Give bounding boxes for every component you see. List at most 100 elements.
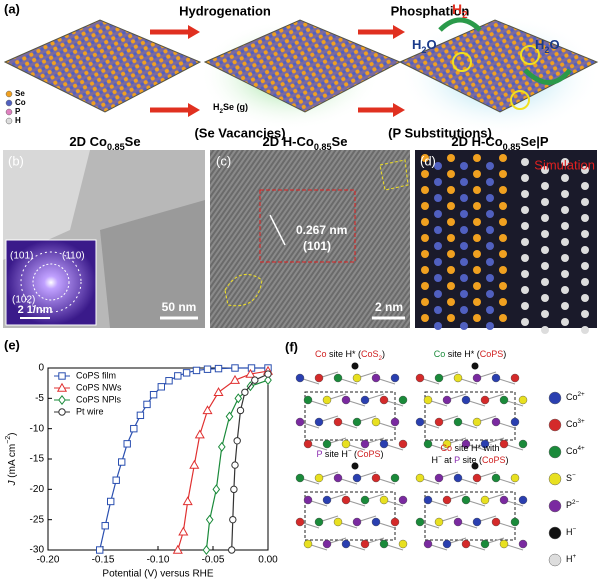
y-axis-label: J (mA cm−2) xyxy=(5,433,17,487)
sim-dot xyxy=(581,294,589,302)
panel-label: (e) xyxy=(4,337,20,352)
atom xyxy=(295,417,305,427)
atom xyxy=(486,322,494,330)
unit-cell xyxy=(304,391,396,441)
text-run: P xyxy=(566,500,572,510)
point xyxy=(165,377,173,385)
atom xyxy=(333,517,343,527)
atom-grid xyxy=(421,154,589,334)
point xyxy=(194,429,205,439)
x-tick-label: 0.00 xyxy=(258,555,278,566)
atom xyxy=(480,439,490,449)
slab-caption: 2D Co0.85Se xyxy=(69,134,140,152)
atom xyxy=(434,194,442,202)
sim-dot xyxy=(521,318,529,326)
text-run: site H* ( xyxy=(445,349,480,359)
legend-label: Co4+ xyxy=(566,445,585,456)
legend-label: P xyxy=(15,107,21,116)
sim-dot xyxy=(581,310,589,318)
point xyxy=(202,405,213,415)
legend-marker xyxy=(5,108,13,116)
atom xyxy=(486,178,494,186)
atom xyxy=(415,473,425,483)
text-run: H xyxy=(566,554,573,564)
atom xyxy=(379,539,389,549)
sim-dot xyxy=(581,262,589,270)
atom xyxy=(434,517,444,527)
atom xyxy=(453,473,463,483)
spacing-label: 0.267 nm xyxy=(296,223,347,237)
atom xyxy=(499,170,507,178)
atom xyxy=(480,539,490,549)
atom xyxy=(447,186,455,194)
atom xyxy=(333,373,343,383)
atom xyxy=(434,322,442,330)
atom xyxy=(486,290,494,298)
atom xyxy=(447,218,455,226)
text-run: (mA cm xyxy=(7,444,18,481)
legend-marker xyxy=(5,99,13,107)
water-label: H2O xyxy=(412,37,437,55)
tem-region xyxy=(3,150,90,260)
atom xyxy=(434,306,442,314)
text-run: P xyxy=(316,449,322,459)
atom xyxy=(518,495,528,505)
text-run: Se (g) xyxy=(223,102,248,112)
atom xyxy=(314,417,324,427)
atom xyxy=(421,250,429,258)
legend-label: S− xyxy=(566,472,576,483)
text-run: CoS xyxy=(361,349,379,359)
site-circle xyxy=(520,45,540,65)
atom xyxy=(447,234,455,242)
text-run: 2 xyxy=(544,45,549,55)
atom xyxy=(352,373,362,383)
atom xyxy=(473,218,481,226)
sim-dot xyxy=(561,222,569,230)
text-run: O xyxy=(426,37,436,52)
atom xyxy=(460,242,468,250)
arrow-head xyxy=(393,103,405,117)
sim-dot xyxy=(541,310,549,318)
sim-dot xyxy=(561,190,569,198)
atom xyxy=(322,439,332,449)
atom xyxy=(421,154,429,162)
structure-caption: Co site H* with xyxy=(440,443,499,453)
sim-dot xyxy=(581,198,589,206)
text-run: 2 xyxy=(379,355,383,362)
legend-marker xyxy=(5,117,13,125)
atom xyxy=(434,210,442,218)
text-run: S xyxy=(566,473,572,483)
step-title: Hydrogenation xyxy=(179,3,271,18)
highlight-box xyxy=(259,189,356,263)
structure-models xyxy=(295,362,528,551)
sim-dot xyxy=(541,326,549,334)
atom xyxy=(398,495,408,505)
point xyxy=(157,383,166,391)
atom xyxy=(499,439,509,449)
text-run: site ( xyxy=(460,455,482,465)
atom xyxy=(473,154,481,162)
text-run: ) xyxy=(506,455,509,465)
text-run: 2D Co xyxy=(69,134,107,149)
atom xyxy=(322,495,332,505)
text-run: 0.85 xyxy=(107,142,125,152)
sim-dot xyxy=(561,286,569,294)
atom xyxy=(421,266,429,274)
sim-dot xyxy=(521,190,529,198)
atom xyxy=(423,395,433,405)
point xyxy=(231,364,239,372)
point xyxy=(217,441,226,452)
point xyxy=(241,388,249,396)
atom xyxy=(473,266,481,274)
text-run: Se|P xyxy=(520,134,549,149)
atom xyxy=(486,306,494,314)
atom xyxy=(295,473,305,483)
arrow-head xyxy=(188,25,200,39)
atom xyxy=(434,242,442,250)
crystal-slab xyxy=(398,19,599,113)
y-tick-label: -25 xyxy=(30,514,45,525)
atom xyxy=(421,186,429,194)
atom xyxy=(472,473,482,483)
legend-label: H− xyxy=(566,526,577,537)
unit-cell xyxy=(424,491,516,541)
